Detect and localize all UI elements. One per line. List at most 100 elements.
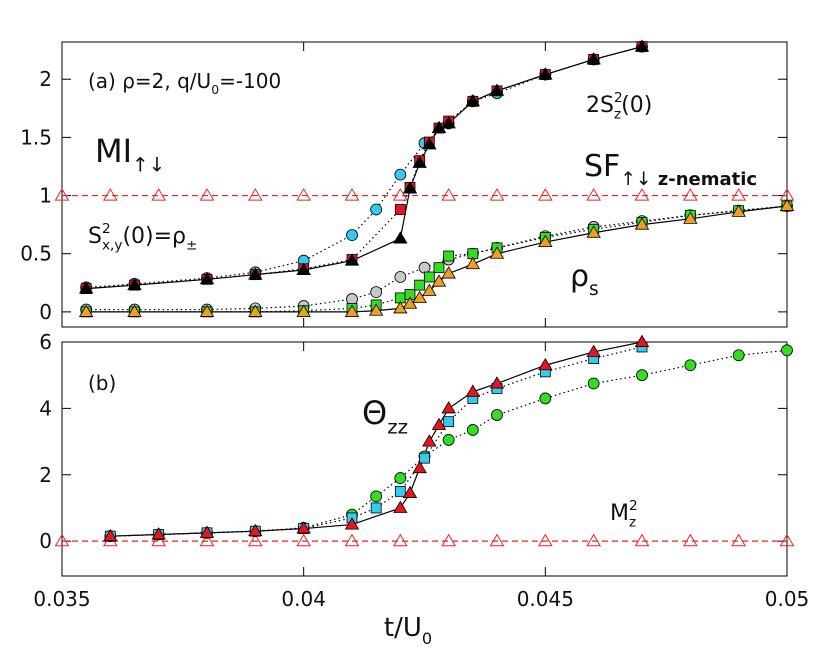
marker	[393, 500, 408, 513]
marker	[423, 271, 435, 283]
marker	[370, 286, 383, 299]
text-part: 2	[629, 498, 638, 514]
marker	[296, 262, 311, 275]
text-part: =-100	[219, 69, 281, 93]
marker	[731, 188, 747, 201]
marker	[539, 392, 552, 405]
marker	[370, 203, 383, 216]
marker	[587, 377, 600, 390]
marker	[419, 452, 430, 464]
marker	[199, 525, 215, 538]
marker	[441, 266, 456, 279]
marker	[489, 83, 505, 96]
marker	[442, 434, 455, 446]
text-part: z	[629, 515, 636, 531]
y-tick-label: 0	[39, 300, 52, 324]
marker	[247, 188, 263, 201]
marker	[368, 303, 384, 316]
text-part: 0	[422, 629, 432, 648]
marker	[465, 256, 481, 270]
y-tick-label: 2	[39, 463, 52, 487]
text-part: x,y	[102, 238, 122, 254]
marker	[248, 304, 263, 317]
marker	[538, 357, 553, 371]
text-part: z	[614, 107, 621, 123]
marker	[248, 267, 263, 280]
marker	[586, 52, 601, 65]
x-axis-label: t/U0	[384, 613, 432, 648]
marker	[414, 279, 426, 291]
marker	[393, 231, 408, 244]
marker	[636, 369, 648, 382]
y-tick-label: 0	[39, 529, 52, 553]
marker	[296, 521, 311, 534]
marker	[732, 349, 745, 362]
marker	[151, 527, 166, 540]
marker	[344, 533, 360, 547]
marker	[370, 490, 383, 503]
marker	[54, 533, 70, 547]
text-part: 2S	[586, 93, 614, 118]
marker	[54, 188, 70, 201]
marker	[441, 401, 456, 414]
marker	[684, 359, 697, 372]
annotation: ρs	[570, 259, 599, 300]
marker	[489, 188, 505, 201]
marker	[346, 293, 358, 305]
annotation: Θzz	[362, 394, 408, 439]
text-part: SF	[584, 149, 620, 184]
text-part: s	[589, 279, 599, 300]
marker	[394, 271, 407, 283]
marker	[465, 384, 481, 397]
marker	[634, 334, 650, 347]
annotation: M2 z	[610, 498, 638, 530]
x-tick-label: 0.045	[517, 587, 574, 611]
marker	[586, 188, 602, 201]
y-tick-label: 1.5	[20, 125, 52, 149]
marker	[151, 533, 167, 547]
plot-frame	[61, 341, 788, 577]
marker	[634, 217, 650, 230]
marker	[422, 434, 437, 447]
text-part: ↑↓	[620, 169, 651, 190]
marker	[465, 94, 481, 107]
marker	[127, 277, 142, 291]
text-part: S	[88, 224, 102, 249]
marker	[346, 229, 358, 242]
marker	[370, 502, 382, 514]
marker	[682, 188, 698, 201]
marker	[466, 424, 479, 436]
marker	[443, 250, 455, 262]
marker	[731, 533, 747, 547]
marker	[392, 188, 408, 201]
marker	[634, 39, 650, 52]
marker	[489, 376, 505, 389]
series-line	[86, 205, 788, 311]
text-part: (a) ρ=2, q/U	[88, 69, 211, 93]
marker	[491, 409, 503, 421]
marker	[781, 344, 793, 357]
text-part: Θ	[362, 394, 387, 432]
text-part: ↑↓	[132, 154, 165, 177]
marker	[151, 188, 167, 201]
marker	[731, 204, 746, 217]
marker	[779, 198, 795, 211]
marker	[199, 188, 215, 201]
annotation: (b)	[88, 371, 116, 395]
marker	[433, 262, 445, 274]
marker	[422, 137, 437, 150]
marker	[634, 533, 650, 547]
annotation: SF↑↓ z-nematic	[584, 149, 757, 190]
annotation: MI↑↓	[95, 132, 165, 177]
marker	[538, 234, 553, 248]
marker	[247, 533, 263, 547]
marker	[394, 204, 406, 215]
text-part: 0	[211, 82, 219, 97]
marker	[394, 472, 407, 484]
text-part: zz	[387, 416, 408, 439]
marker	[441, 116, 456, 129]
marker	[402, 485, 418, 498]
marker	[402, 181, 418, 194]
annotation: 2S2 z(0)	[586, 90, 652, 123]
marker	[431, 274, 447, 287]
